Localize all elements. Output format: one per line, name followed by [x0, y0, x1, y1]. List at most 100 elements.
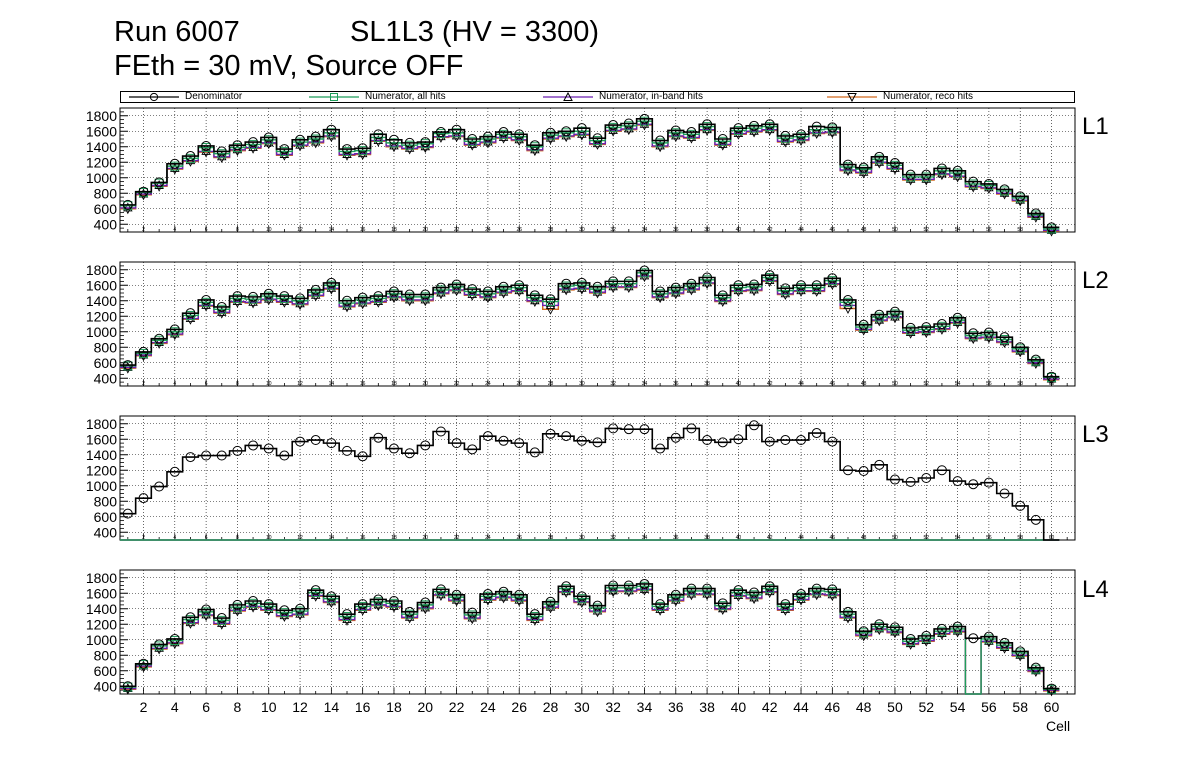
data-point [999, 637, 1010, 648]
data-point [482, 431, 493, 442]
y-tick-label: 1000 [86, 632, 117, 648]
x-tick-label: 14 [324, 699, 340, 715]
x-tick-label: 12 [292, 699, 308, 715]
data-point [404, 142, 415, 152]
data-point [686, 591, 697, 601]
x-tick-label: 30 [579, 535, 585, 541]
data-point [717, 290, 728, 301]
data-point [811, 591, 822, 601]
data-point [248, 299, 258, 309]
x-tick-label: 46 [830, 535, 836, 541]
data-point [843, 299, 853, 309]
legend-label: Numerator, all hits [365, 91, 446, 102]
data-point [639, 265, 650, 276]
data-point [858, 162, 869, 173]
data-point [529, 447, 540, 458]
data-point [514, 134, 524, 144]
data-point [451, 589, 462, 600]
data-point [248, 144, 258, 154]
x-tick-label: 22 [454, 535, 460, 541]
x-tick-label: 54 [955, 227, 961, 233]
y-tick-label: 1000 [86, 324, 117, 340]
data-point [248, 142, 258, 151]
data-point [686, 278, 697, 289]
data-point [749, 279, 760, 290]
data-point [295, 142, 305, 152]
data-point [608, 127, 618, 137]
data-point [326, 128, 336, 138]
data-point [952, 312, 963, 323]
data-point [780, 435, 791, 446]
x-tick-label: 46 [830, 227, 836, 233]
data-point [310, 139, 321, 149]
panel-frame [119, 107, 1076, 233]
data-point [326, 438, 337, 449]
data-point [561, 581, 572, 592]
data-point [592, 286, 603, 296]
x-tick-label: 36 [673, 381, 679, 387]
data-point [576, 591, 587, 602]
data-point [608, 580, 619, 591]
x-tick-label: 10 [266, 535, 272, 541]
data-point [169, 633, 180, 644]
data-point [670, 125, 681, 136]
x-tick-label: 18 [391, 381, 397, 387]
data-point [764, 270, 775, 281]
data-point [686, 423, 697, 434]
panel-label-l3: L3 [1082, 421, 1109, 448]
data-point [467, 134, 478, 144]
data-point [764, 277, 775, 287]
data-point [498, 594, 509, 604]
y-tick-label: 1800 [86, 108, 117, 124]
y-tick-label: 600 [94, 201, 118, 217]
data-point [263, 288, 274, 299]
data-point [514, 137, 524, 147]
x-tick-label: 54 [955, 535, 961, 541]
x-tick-label: 10 [261, 699, 277, 715]
data-point [592, 437, 603, 448]
data-point [827, 589, 838, 599]
data-point [592, 289, 603, 299]
x-tick-label: 44 [798, 227, 804, 233]
x-tick-label: 48 [861, 381, 867, 387]
data-point [733, 585, 744, 596]
data-point [577, 285, 587, 295]
data-point [1015, 646, 1026, 657]
y-tick-label: 1200 [86, 462, 117, 478]
y-tick-label: 1400 [86, 139, 117, 155]
data-point [577, 128, 587, 138]
data-point [123, 361, 133, 371]
data-point [263, 140, 274, 150]
x-tick-label: 4 [171, 699, 179, 715]
panel-label-l2: L2 [1082, 267, 1109, 294]
y-tick-label: 1600 [86, 123, 117, 139]
data-point [357, 143, 368, 154]
data-point [138, 493, 149, 504]
x-tick-label: 6 [205, 381, 208, 387]
x-tick-label: 44 [793, 699, 809, 715]
y-tick-label: 1600 [86, 431, 117, 447]
data-point [592, 140, 603, 150]
data-point [122, 681, 133, 692]
data-point [874, 459, 885, 470]
y-tick-label: 400 [94, 216, 118, 232]
y-tick-label: 1000 [86, 170, 117, 186]
data-point [467, 607, 478, 618]
x-tick-label: 46 [825, 699, 841, 715]
data-point [201, 148, 211, 158]
data-point [154, 481, 165, 492]
data-point [279, 149, 290, 158]
data-point [842, 159, 853, 170]
data-point [1046, 224, 1057, 234]
data-point [702, 583, 713, 594]
data-point [389, 603, 399, 613]
data-point [702, 119, 713, 130]
data-point [404, 145, 415, 155]
data-point [733, 288, 744, 297]
x-tick-label: 6 [205, 535, 208, 541]
data-point [655, 294, 665, 304]
data-point [733, 592, 744, 602]
data-point [310, 131, 321, 142]
